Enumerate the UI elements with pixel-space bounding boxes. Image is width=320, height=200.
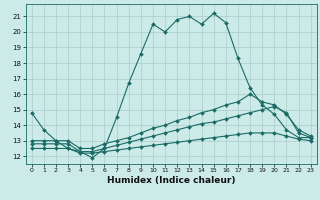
X-axis label: Humidex (Indice chaleur): Humidex (Indice chaleur) [107, 176, 236, 185]
